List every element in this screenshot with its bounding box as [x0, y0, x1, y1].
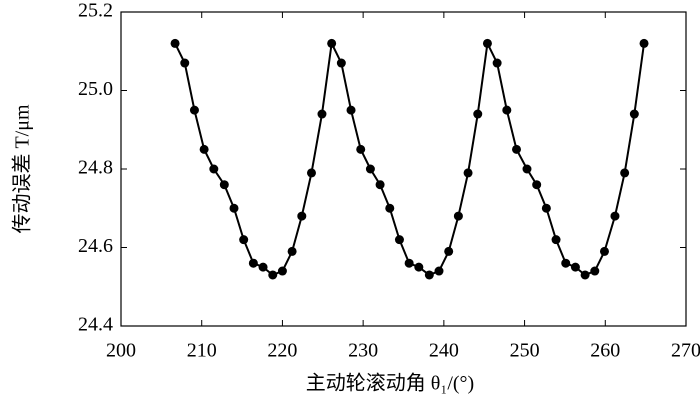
point-marker — [239, 235, 249, 245]
x-tick-label: 220 — [267, 340, 297, 362]
point-marker — [209, 164, 219, 174]
point-marker — [277, 266, 287, 276]
point-marker — [375, 180, 385, 190]
y-tick-label: 24.8 — [78, 157, 113, 179]
point-marker — [580, 270, 590, 280]
point-marker — [570, 262, 580, 272]
point-marker — [482, 38, 492, 48]
point-marker — [365, 164, 375, 174]
point-marker — [248, 258, 258, 268]
point-marker — [629, 109, 639, 119]
point-marker — [512, 144, 521, 154]
point-marker — [180, 58, 190, 68]
y-axis-label: 传动误差 T/μm — [11, 104, 34, 233]
point-marker — [199, 144, 209, 154]
point-marker — [306, 168, 316, 178]
point-marker — [170, 38, 180, 48]
point-marker — [453, 211, 463, 221]
point-marker — [463, 168, 473, 178]
x-tick-label: 260 — [590, 340, 620, 362]
point-marker — [327, 38, 337, 48]
point-marker — [610, 211, 620, 221]
x-tick-label: 240 — [429, 340, 459, 362]
point-marker — [385, 203, 395, 213]
point-marker — [473, 109, 483, 119]
y-tick-label: 24.4 — [78, 314, 113, 336]
x-tick-label: 270 — [671, 340, 700, 362]
point-marker — [551, 235, 561, 245]
point-marker — [297, 211, 307, 221]
x-tick-label: 210 — [187, 340, 217, 362]
point-marker — [258, 262, 268, 272]
point-marker — [414, 262, 424, 272]
y-tick-label: 25.2 — [78, 0, 113, 22]
point-marker — [356, 144, 366, 154]
point-marker — [502, 105, 512, 115]
point-marker — [522, 164, 532, 174]
point-marker — [620, 168, 630, 178]
point-marker — [394, 235, 404, 245]
point-marker — [561, 258, 571, 268]
point-marker — [219, 180, 229, 190]
point-marker — [590, 266, 600, 276]
x-tick-label: 250 — [510, 340, 540, 362]
point-marker — [229, 203, 239, 213]
point-marker — [444, 246, 454, 256]
x-tick-label: 230 — [348, 340, 378, 362]
x-tick-label: 200 — [106, 340, 136, 362]
point-marker — [424, 270, 434, 280]
point-marker — [532, 180, 542, 190]
y-tick-label: 25.0 — [78, 78, 113, 100]
point-marker — [541, 203, 551, 213]
point-marker — [317, 109, 327, 119]
point-marker — [434, 266, 444, 276]
plot-frame — [120, 11, 687, 327]
point-marker — [492, 58, 502, 68]
point-marker — [639, 38, 649, 48]
x-axis-label: 主动轮滚动角 θ₁/(°) — [306, 372, 474, 395]
point-marker — [599, 246, 609, 256]
point-marker — [287, 246, 297, 256]
y-tick-label: 24.6 — [78, 235, 113, 257]
point-marker — [346, 105, 356, 115]
point-marker — [404, 258, 414, 268]
point-marker — [189, 105, 199, 115]
point-marker — [336, 58, 346, 68]
point-marker — [268, 270, 278, 280]
